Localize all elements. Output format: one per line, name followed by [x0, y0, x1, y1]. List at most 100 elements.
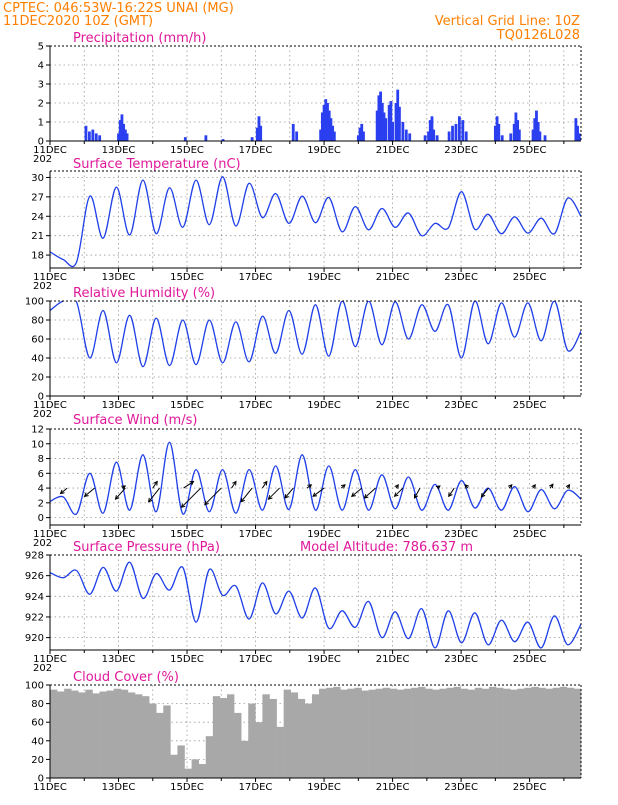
wind-arrow-head [464, 484, 470, 489]
wind-xtick-label: 15DEC [170, 529, 204, 540]
cloud-ytick-label: 100 [25, 681, 44, 692]
rh-series-line [50, 301, 581, 368]
wind-arrow-head [393, 492, 399, 498]
rh-xtick-year: 202 [33, 409, 52, 420]
precip-bar [360, 123, 364, 141]
precip-xtick-label: 13DEC [102, 145, 136, 156]
precip-bar [94, 133, 98, 141]
precip-bar [291, 123, 295, 141]
pres-ytick-label: 924 [25, 592, 44, 603]
wind-arrow-head [153, 480, 158, 486]
cloud-bar [573, 688, 582, 778]
header-model: TQ0126L028 [496, 28, 580, 43]
pres-xtick-year: 202 [33, 663, 52, 674]
precip-bar [183, 137, 187, 141]
precip-bar [447, 131, 451, 141]
temp-xtick-label: 17DEC [239, 272, 273, 283]
precip-bar [577, 133, 581, 141]
precip-bar [404, 129, 408, 141]
wind-arrow-head [340, 484, 346, 489]
pres-xtick-label: 23DEC [444, 654, 478, 665]
pres-ytick-label: 926 [25, 571, 44, 582]
precip-bar [322, 104, 326, 141]
precip-xtick-label: 15DEC [170, 145, 204, 156]
precip-bar [428, 120, 432, 141]
precip-bar [375, 110, 379, 141]
wind-series-line [50, 441, 581, 516]
wind-arrow-head [435, 485, 441, 490]
precip-bar [125, 133, 129, 141]
cloud-bar [92, 693, 100, 778]
temp-panel: Surface Temperature (nC) 18 21 24 27 30 11DEC 1… [31, 157, 582, 292]
cloud-bar [191, 759, 199, 778]
temp-xtick-label: 21DEC [376, 272, 410, 283]
precip-title: Precipitation (mm/h) [73, 31, 206, 46]
precip-bar [531, 129, 535, 141]
precip-bar [387, 104, 391, 141]
cloud-bar [283, 689, 292, 778]
cloud-bar [205, 736, 214, 778]
wind-arrow-head [204, 500, 209, 506]
wind-arrow [480, 487, 489, 498]
temp-series-line [50, 176, 581, 268]
cloud-bar [149, 703, 157, 778]
cloud-xtick-label: 19DEC [307, 782, 341, 793]
cloud-bar [142, 696, 150, 778]
pres-xtick-label: 11DEC [33, 654, 67, 665]
cloud-bar [64, 688, 72, 778]
precip-bar [123, 129, 127, 141]
wind-arrow-head [240, 497, 245, 503]
precip-bar [432, 129, 436, 141]
wind-arrow-head [232, 480, 237, 486]
wind-xtick-label: 23DEC [444, 529, 478, 540]
wind-arrow-head [414, 494, 419, 499]
temp-xtick-label: 23DEC [444, 272, 478, 283]
wind-arrow [60, 487, 68, 494]
pres-xtick-label: 13DEC [102, 654, 136, 665]
cloud-bar [418, 686, 426, 778]
precip-bar [332, 131, 336, 141]
precip-bar [512, 123, 516, 141]
cloud-bar [411, 687, 419, 778]
pres-series-line [50, 561, 581, 649]
precip-bar [430, 116, 434, 141]
cloud-bar [134, 694, 143, 778]
cloud-bar [71, 690, 79, 778]
precip-bar [295, 131, 299, 141]
cloud-bar [276, 726, 284, 778]
precip-bar [423, 135, 427, 141]
cloud-bar [510, 689, 518, 778]
temp-ytick-label: 21 [31, 231, 44, 242]
cloud-bar [517, 688, 525, 778]
precip-bar [379, 91, 382, 141]
cloud-bar [474, 687, 483, 778]
cloud-bar [262, 694, 270, 778]
wind-xtick-label: 19DEC [307, 529, 341, 540]
precip-bar [495, 116, 499, 141]
cloud-bar [389, 688, 398, 778]
cloud-bar [347, 688, 355, 778]
precip-bar [326, 103, 329, 141]
cloud-bar [425, 688, 433, 778]
wind-arrow-head [549, 483, 554, 489]
temp-xtick-label: 25DEC [513, 272, 547, 283]
precip-bar [91, 129, 95, 141]
rh-xtick-label: 19DEC [307, 400, 341, 411]
cloud-bar [184, 768, 192, 778]
precip-bar [221, 139, 225, 141]
cloud-bar [382, 687, 391, 778]
wind-arrow-head [189, 480, 195, 486]
pres-title: Surface Pressure (hPa) [73, 540, 220, 555]
pres-panel: Surface Pressure (hPa) Model Altitude: 78… [25, 540, 582, 674]
rh-ytick-label: 80 [31, 316, 44, 327]
temp-ytick-label: 30 [31, 173, 44, 184]
precip-bar [204, 135, 208, 141]
precip-bar [493, 125, 497, 141]
precip-bar [84, 125, 88, 141]
wind-arrow [240, 487, 253, 503]
rh-ytick-label: 20 [31, 373, 44, 384]
temp-title: Surface Temperature (nC) [73, 157, 241, 172]
precip-bar [87, 131, 91, 141]
